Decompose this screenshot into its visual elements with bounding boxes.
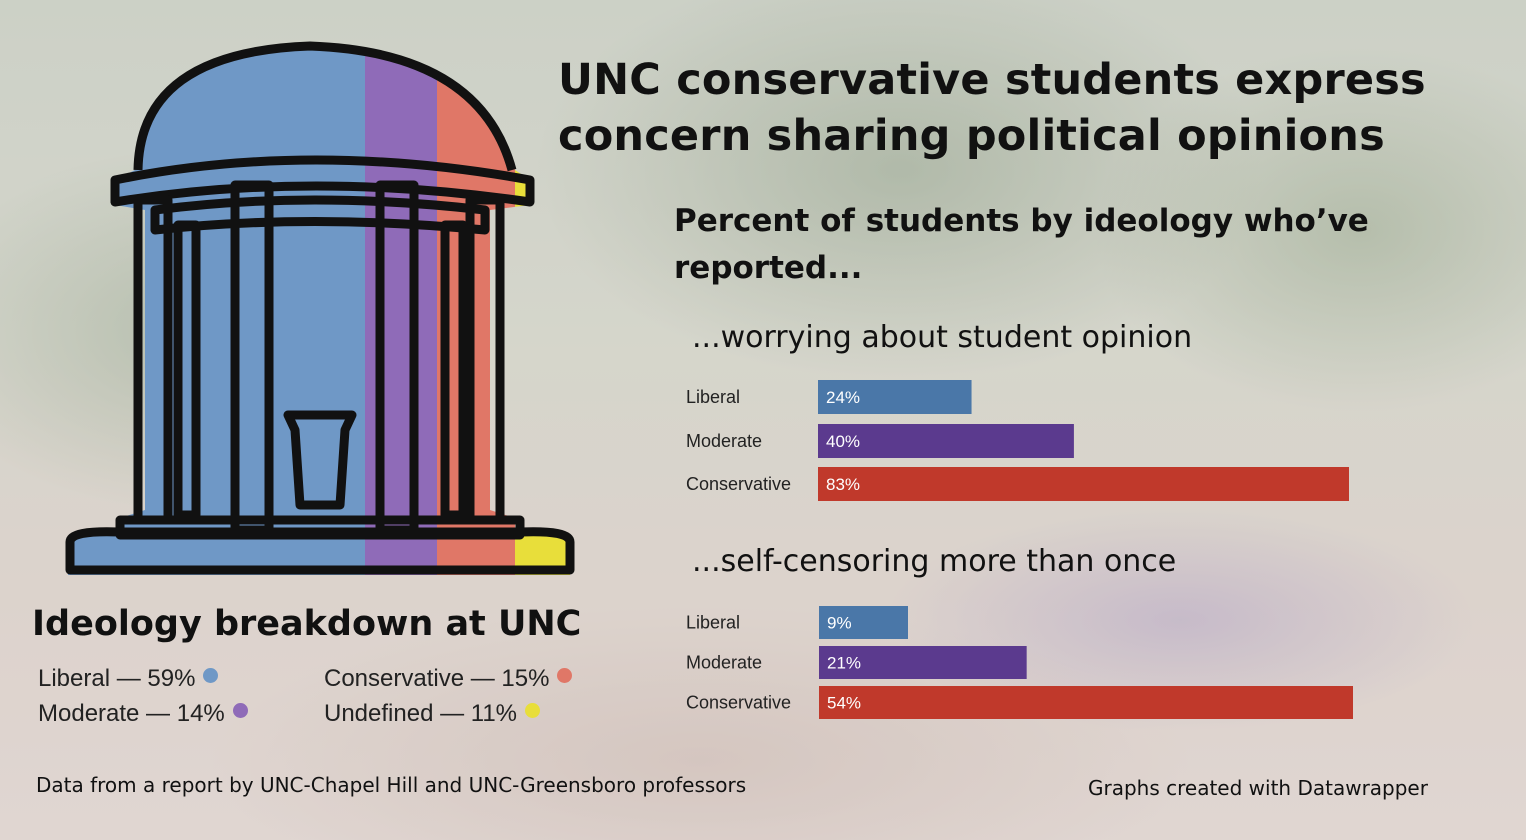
chart-1-value-label-moderate: 40% xyxy=(826,432,860,451)
legend-item-conservative: Conservative — 15% xyxy=(324,664,573,694)
legend-item-liberal: Liberal — 59% xyxy=(38,664,219,694)
chart-1-category-label-moderate: Moderate xyxy=(686,431,762,451)
chart-1-value-label-conservative: 83% xyxy=(826,475,860,494)
chart-1-category-label-liberal: Liberal xyxy=(686,387,740,407)
chart-2-value-label-liberal: 9% xyxy=(827,614,852,633)
chart-2-bar-liberal xyxy=(819,606,908,639)
source-note: Data from a report by UNC-Chapel Hill an… xyxy=(36,773,747,797)
chart-2-category-label-moderate: Moderate xyxy=(686,653,762,673)
conservative-dot-icon xyxy=(557,668,573,683)
chart-2-bar-moderate xyxy=(819,646,1027,679)
chart-1-value-label-liberal: 24% xyxy=(826,388,860,407)
chart-1-bar-conservative xyxy=(818,467,1349,501)
legend-label-liberal: Liberal — 59% xyxy=(38,665,196,692)
moderate-dot-icon xyxy=(232,703,248,718)
legend-item-undefined: Undefined — 11% xyxy=(324,699,541,729)
chart-1-bar-liberal xyxy=(818,380,972,414)
chart-headline: UNC conservative students express concer… xyxy=(558,55,1426,161)
chart-1-category-label-conservative: Conservative xyxy=(686,474,791,494)
chart-2-category-label-liberal: Liberal xyxy=(686,613,740,633)
chart-1-title: ...worrying about student opinion xyxy=(692,320,1193,355)
chart-2-category-label-conservative: Conservative xyxy=(686,693,791,713)
legend-label-undefined: Undefined — 11% xyxy=(324,700,518,727)
chart-2-title: ...self-censoring more than once xyxy=(692,544,1177,579)
legend-label-conservative: Conservative — 15% xyxy=(324,665,550,692)
legend-label-moderate: Moderate — 14% xyxy=(38,700,225,727)
breakdown-title: Ideology breakdown at UNC xyxy=(32,604,582,644)
chart-2-value-label-conservative: 54% xyxy=(827,694,861,713)
credit-note: Graphs created with Datawrapper xyxy=(1088,776,1428,800)
chart-subtitle: Percent of students by ideology who’ve r… xyxy=(674,203,1369,286)
chart-2-value-label-moderate: 21% xyxy=(827,654,861,673)
chart-1-bar-moderate xyxy=(818,424,1074,458)
chart-2-bar-conservative xyxy=(819,686,1353,719)
legend-item-moderate: Moderate — 14% xyxy=(38,699,248,729)
old-well-illustration xyxy=(65,41,575,575)
undefined-dot-icon xyxy=(525,703,541,718)
liberal-dot-icon xyxy=(203,668,219,683)
